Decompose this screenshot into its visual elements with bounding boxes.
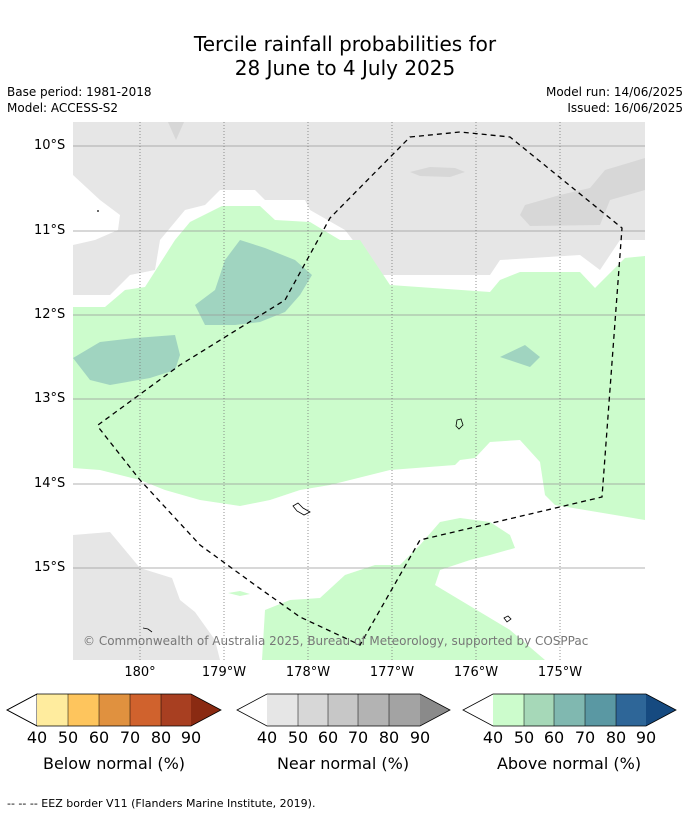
map-title-line2: 28 June to 4 July 2025: [234, 56, 456, 80]
colorbar-tick: 70: [347, 728, 369, 747]
island-wallis: [455, 418, 464, 430]
latitude-gridlines: [73, 145, 645, 569]
copyright-notice: © Commonwealth of Australia 2025, Bureau…: [83, 634, 589, 648]
colorbar-tick: 60: [88, 728, 110, 747]
colorbar-tick: 60: [543, 728, 565, 747]
above-normal-50-region-b: [73, 335, 180, 385]
model-run: Model run: 14/06/2025: [545, 85, 683, 99]
base-period: Base period: 1981-2018: [7, 85, 152, 99]
lon-label: 175°W: [537, 665, 583, 680]
lon-label: 176°W: [453, 665, 499, 680]
colorbar-tick: 90: [180, 728, 202, 747]
colorbar-below-normal: [6, 693, 222, 727]
colorbar-tick: 90: [635, 728, 657, 747]
above-normal-region-south: [262, 518, 545, 660]
colorbar-tick: 40: [482, 728, 504, 747]
near-normal-region-darker-a: [410, 167, 465, 177]
lat-label: 13°S: [34, 391, 66, 406]
colorbar-tick: 70: [119, 728, 141, 747]
issued-date: Issued: 16/06/2025: [567, 101, 683, 115]
colorbar-tick: 80: [150, 728, 172, 747]
colorbar-near-normal: [236, 693, 451, 727]
eez-footnote: -- -- -- EEZ border V11 (Flanders Marine…: [7, 797, 316, 810]
island-small: [142, 627, 153, 633]
lat-label: 10°S: [34, 138, 66, 153]
above-normal-50-region-a: [195, 240, 312, 325]
island-dot: [97, 210, 99, 212]
map-title-line1: Tercile rainfall probabilities for: [193, 32, 497, 56]
colorbar-tick: 80: [605, 728, 627, 747]
above-normal-region-main: [73, 206, 645, 520]
colorbar-tick: 90: [409, 728, 431, 747]
lat-label: 12°S: [34, 307, 66, 322]
lat-label: 11°S: [34, 223, 66, 238]
colorbar-label-above-normal: Above normal (%): [496, 754, 642, 773]
near-normal-region-north: [73, 122, 645, 295]
near-normal-region-darker-b: [520, 158, 645, 226]
near-normal-region-darker-c: [168, 122, 184, 140]
map-area: [73, 122, 645, 660]
lon-label: 178°W: [285, 665, 331, 680]
colorbar-above-normal: [462, 693, 677, 727]
above-normal-50-region-c: [500, 345, 540, 367]
model-name: Model: ACCESS-S2: [7, 101, 119, 115]
colorbar-tick: 70: [574, 728, 596, 747]
colorbar-tick: 80: [378, 728, 400, 747]
lat-label: 15°S: [34, 560, 66, 575]
lat-label: 14°S: [34, 476, 66, 491]
colorbar-tick: 60: [317, 728, 339, 747]
above-normal-region-islet: [228, 591, 250, 596]
colorbar-tick: 40: [26, 728, 48, 747]
colorbar-tick: 50: [57, 728, 79, 747]
colorbar-label-near-normal: Near normal (%): [276, 754, 410, 773]
colorbar-tick: 50: [513, 728, 535, 747]
colorbar-tick: 40: [256, 728, 278, 747]
lon-label: 179°W: [201, 665, 247, 680]
lon-label: 177°W: [369, 665, 415, 680]
colorbar-tick: 50: [287, 728, 309, 747]
near-normal-region-southwest: [73, 532, 220, 660]
island-futuna: [292, 502, 311, 516]
colorbar-label-below-normal: Below normal (%): [42, 754, 186, 773]
island-niuafoou: [503, 615, 512, 623]
lon-label: 180°: [124, 665, 156, 680]
